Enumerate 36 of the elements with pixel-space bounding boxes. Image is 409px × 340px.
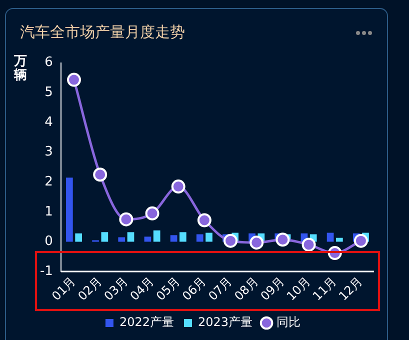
point xyxy=(197,213,212,228)
point xyxy=(224,234,238,248)
y-tick-label: 6 xyxy=(44,55,53,70)
bar xyxy=(196,234,204,242)
point xyxy=(67,72,82,87)
point xyxy=(354,234,368,248)
point xyxy=(250,236,264,250)
bar xyxy=(206,232,212,242)
chart-title: 汽车全市场产量月度走势 xyxy=(20,23,185,42)
bar xyxy=(326,232,334,242)
bar xyxy=(127,232,134,242)
point xyxy=(276,232,290,247)
bar xyxy=(75,233,82,242)
point xyxy=(145,206,160,220)
point xyxy=(93,168,108,182)
y-tick-label: 4 xyxy=(44,114,53,130)
bar xyxy=(118,237,126,242)
y-axis-title: 万辆 xyxy=(14,54,28,83)
y-tick-label: 5 xyxy=(44,84,53,100)
legend-label: 2022产量 xyxy=(119,315,174,330)
point xyxy=(119,212,134,226)
bar xyxy=(170,235,178,242)
bar xyxy=(153,230,160,242)
bar xyxy=(101,232,108,242)
bar xyxy=(66,178,73,242)
bar xyxy=(144,236,152,242)
y-tick-label: 0 xyxy=(44,234,53,250)
bar xyxy=(336,238,343,242)
y-tick-label: 3 xyxy=(44,144,53,160)
y-tick-label: 2 xyxy=(44,174,53,190)
bar xyxy=(179,232,186,242)
y-tick-label: 1 xyxy=(44,204,53,220)
legend-label: 2023产量 xyxy=(198,315,253,330)
legend-label: 同比 xyxy=(276,315,301,330)
point xyxy=(171,180,186,194)
point xyxy=(302,238,316,252)
